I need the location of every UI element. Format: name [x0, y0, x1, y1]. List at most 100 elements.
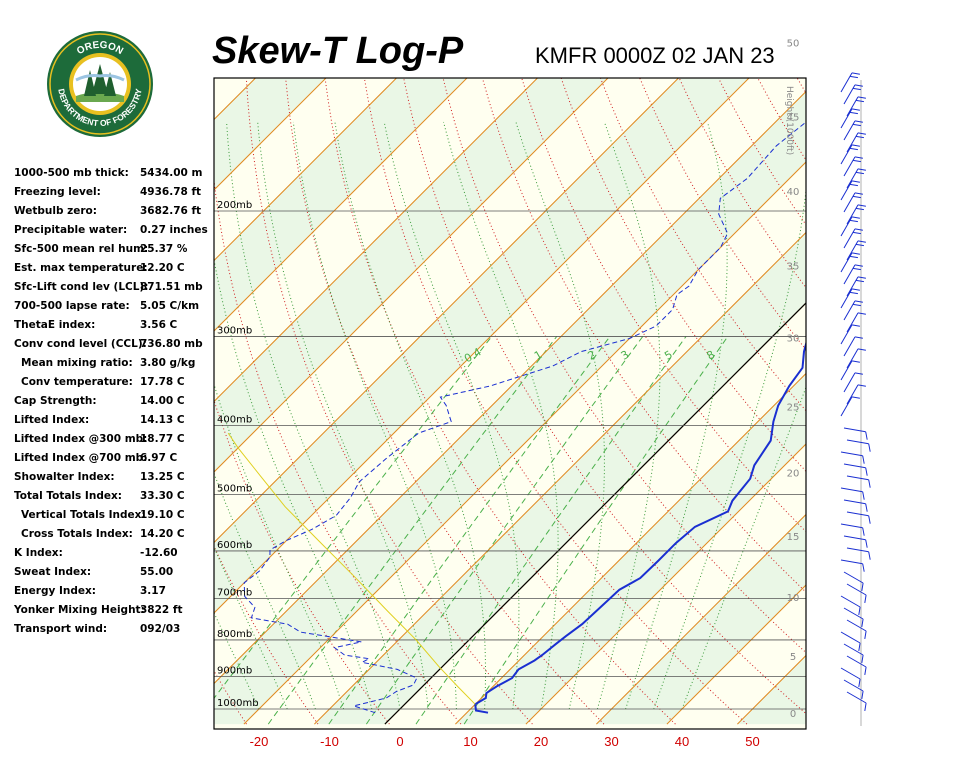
index-row: Conv temperature: 17.78 C: [14, 376, 209, 395]
index-row: Lifted Index @300 mb: 18.77 C: [14, 433, 209, 452]
dry-adiabat: [245, 78, 533, 725]
wind-barb: [846, 240, 866, 261]
wind-barb: [840, 324, 860, 345]
index-value: 18.77 C: [140, 433, 185, 445]
moist-adiabat: [214, 382, 345, 710]
wind-barb: [843, 607, 864, 627]
dry-adiabat: [214, 398, 390, 725]
index-label: Vertical Totals Index:: [21, 509, 146, 521]
x-tick-label: 50: [745, 734, 759, 749]
isotherm: [243, 161, 806, 725]
wind-barb: [843, 228, 863, 249]
wind-barb: [840, 487, 865, 500]
dry-adiabat: [214, 176, 462, 725]
index-row: ThetaE index: 3.56 C: [14, 319, 209, 338]
index-label: Freezing level:: [14, 186, 101, 198]
wind-barb: [843, 264, 863, 285]
x-tick-label: 30: [604, 734, 618, 749]
isobar-label: 500mb: [217, 484, 252, 495]
isotherm: [214, 78, 680, 544]
index-label: Cross Totals Index:: [21, 528, 133, 540]
mixing-ratio-line: [415, 336, 687, 725]
dry-adiabat: [792, 0, 960, 724]
wind-barb: [846, 691, 867, 711]
index-value: 17.78 C: [140, 376, 185, 388]
height-tick-label: 50: [787, 38, 800, 49]
index-label: Est. max temperature:: [14, 262, 148, 274]
index-label: Lifted Index @700 mb:: [14, 452, 148, 464]
index-label: Conv temperature:: [21, 376, 133, 388]
index-row: Total Totals Index: 33.30 C: [14, 490, 209, 509]
index-row: Lifted Index: 14.13 C: [14, 414, 209, 433]
dry-adiabat: [829, 0, 960, 724]
isotherm: [455, 372, 806, 725]
x-tick-label: 40: [675, 734, 689, 749]
index-value: 3822 ft: [140, 604, 183, 616]
isotherm: [596, 513, 806, 725]
mixing-ratio-line: [365, 336, 644, 725]
temperature-trace: [474, 340, 806, 714]
isobar-label: 800mb: [217, 629, 252, 640]
mixing-ratio-line: [328, 336, 611, 725]
isotherm: [808, 0, 960, 724]
wind-barb: [843, 463, 868, 476]
index-row: Freezing level: 4936.78 ft: [14, 186, 209, 205]
index-row: Est. max temperature: 12.20 C: [14, 262, 209, 281]
height-tick-label: 15: [787, 532, 800, 543]
isotherm: [214, 78, 468, 332]
wind-barb: [846, 168, 866, 189]
height-tick-label: 35: [787, 261, 800, 272]
index-label: Yonker Mixing Height:: [14, 604, 145, 616]
isotherm: [666, 584, 806, 725]
isotherm: [214, 78, 539, 403]
wind-barb: [840, 216, 860, 237]
index-row: Precipitable water: 0.27 inches: [14, 224, 209, 243]
wind-barb: [846, 619, 867, 639]
wind-barb: [846, 547, 871, 560]
wind-barb: [843, 372, 863, 393]
index-label: Mean mixing ratio:: [21, 357, 133, 369]
height-tick-label: 5: [790, 652, 796, 663]
stability-indices-list: 1000-500 mb thick: 5434.00 m Freezing leve…: [14, 167, 209, 642]
index-value: 736.80 mb: [140, 338, 203, 350]
index-value: -12.60: [140, 547, 178, 559]
index-row: Conv cond level (CCL): 736.80 mb: [14, 338, 209, 357]
index-value: 14.13 C: [140, 414, 185, 426]
wind-barb: [846, 204, 866, 225]
index-value: 5434.00 m: [140, 167, 203, 179]
wind-barb: [840, 360, 860, 381]
index-label: Wetbulb zero:: [14, 205, 97, 217]
index-row: Yonker Mixing Height: 3822 ft: [14, 604, 209, 623]
moist-adiabat: [226, 121, 401, 710]
index-value: 5.05 C/km: [140, 300, 200, 312]
logo-top-text: OREGON: [75, 40, 125, 57]
index-row: Wetbulb zero: 3682.76 ft: [14, 205, 209, 224]
isotherm: [214, 78, 750, 614]
index-label: Showalter Index:: [14, 471, 115, 483]
index-value: 55.00: [140, 566, 174, 578]
wind-barb: [840, 559, 865, 572]
isobar-label: 1000mb: [217, 698, 259, 709]
index-label: Lifted Index @300 mb:: [14, 433, 148, 445]
dry-adiabat: [442, 78, 806, 654]
index-value: 14.00 C: [140, 395, 185, 407]
wind-barb: [843, 679, 864, 699]
wind-barb: [843, 643, 864, 663]
height-tick-label: 0: [790, 709, 796, 720]
wind-barb: [840, 667, 861, 687]
index-label: Sfc-Lift cond lev (LCL):: [14, 281, 149, 293]
index-row: Sfc-Lift cond lev (LCL): 871.51 mb: [14, 281, 209, 300]
index-row: Vertical Totals Index: 19.10 C: [14, 509, 209, 528]
index-value: 12.20 C: [140, 262, 185, 274]
index-value: 14.20 C: [140, 528, 185, 540]
wind-barb: [843, 300, 863, 321]
zero-isotherm: [384, 302, 806, 725]
isobar-label: 900mb: [217, 665, 252, 676]
wind-barb: [843, 84, 863, 105]
index-value: 4936.78 ft: [140, 186, 202, 198]
isobar-label: 400mb: [217, 414, 252, 425]
isotherm: [214, 78, 257, 121]
dry-adiabat: [865, 0, 960, 724]
index-row: K Index: -12.60: [14, 547, 209, 566]
dry-adiabat: [902, 0, 960, 724]
